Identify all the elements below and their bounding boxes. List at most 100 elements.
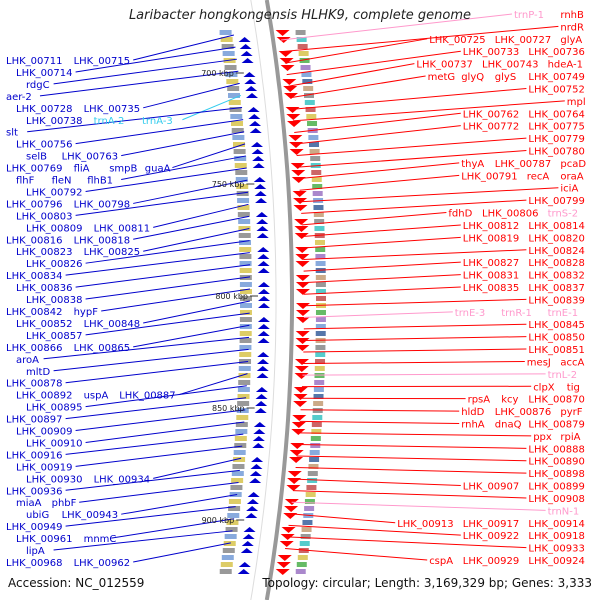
forward-gene-arrow [294,226,309,232]
category-block-left [237,394,250,399]
map-title: Laribacter hongkongensis HLHK9, complete… [128,8,472,23]
label-leader-line [75,119,244,145]
category-block-right [309,142,320,147]
reverse-gene-arrow [254,408,267,413]
label-leader-line [85,385,247,408]
gene-label: hypF [74,307,99,318]
label-leader-line [303,286,461,295]
gene-label: LHK_00735 [84,104,140,115]
label-leader-line [133,542,231,563]
category-block-right [315,331,326,336]
gene-label: pcaD [560,159,586,170]
category-block-left [239,289,252,294]
reverse-gene-arrow [257,317,270,322]
category-block-left [238,233,251,238]
forward-gene-arrow [279,541,294,547]
gene-label: metG [428,72,456,83]
category-block-left [235,422,248,427]
reverse-gene-arrow [256,226,269,231]
gene-label: nrdR [560,22,584,33]
reverse-gene-arrow [252,163,265,168]
scale-tick-label: 900 kbp [202,516,235,525]
category-block-left [231,121,244,126]
gene-label: LHK_00787 [495,159,551,170]
reverse-gene-arrow [256,373,269,378]
reverse-gene-arrow [253,422,266,427]
forward-gene-arrow [294,373,309,379]
category-block-left [225,527,238,532]
category-block-right [315,310,326,315]
category-block-left [235,429,248,434]
label-leader-line [182,95,242,121]
gene-label: LHK_00842 [6,307,62,318]
forward-gene-arrow [287,121,302,127]
category-block-right [306,485,317,490]
gene-label: fleN [52,176,72,187]
accession-text: Accession: NC_012559 [8,576,145,590]
label-leader-line [121,155,247,181]
label-leader-line [101,288,251,312]
label-leader-line [53,58,237,85]
gene-label: recA [527,171,550,182]
gene-label: LHK_00831 [463,271,519,282]
gene-label: LHK_00828 [528,258,584,269]
label-leader-line [75,445,243,467]
category-block-right [299,58,310,63]
category-block-left [239,352,252,357]
gene-label: LHK_00870 [528,395,584,406]
category-block-left [229,107,242,112]
category-block-right [311,177,322,182]
label-leader-line [292,100,565,122]
gene-label: flhF [16,176,35,187]
gene-label: LHK_00850 [528,333,584,344]
gene-label: LHK_00907 [463,482,519,493]
forward-gene-arrow [289,457,304,463]
forward-gene-arrow [292,191,307,197]
category-block-right [303,86,314,91]
reverse-gene-arrow [257,261,270,266]
gene-label: clpX [533,382,555,393]
leader-lines [27,13,565,563]
category-block-right [296,37,307,42]
reverse-gene-arrow [255,387,268,392]
category-block-left [238,219,251,224]
forward-gene-arrow [287,471,302,477]
category-block-right [313,205,324,210]
gene-label: hdeA-1 [548,60,583,71]
label-leader-line [85,167,247,192]
label-leader-line [303,311,453,318]
category-block-right [307,121,318,126]
category-block-right [315,261,326,266]
gene-label: LHK_00909 [16,427,72,438]
category-block-right [304,100,315,105]
category-block-left [237,401,250,406]
category-block-left [219,30,232,35]
forward-gene-arrow [282,79,297,85]
reverse-gene-arrow [252,443,265,448]
gene-label: rpsA [468,395,491,406]
label-leader-line [303,323,527,330]
gene-label: LHK_00711 [6,56,62,67]
category-block-left [227,513,240,518]
label-leader-line [285,547,428,561]
label-leader-line [65,252,250,276]
forward-gene-arrow [295,317,310,323]
label-leader-line [303,274,461,284]
category-block-right [295,569,306,574]
forward-gene-arrow [295,310,310,316]
category-block-left [234,436,247,441]
reverse-gene-arrow [256,219,269,224]
category-block-right [300,534,311,539]
gene-label: LHK_00918 [528,531,584,542]
forward-gene-arrow [285,107,300,113]
label-leader-line [284,38,428,64]
forward-gene-arrow [275,569,290,575]
label-leader-line [303,298,527,307]
reverse-gene-arrow [254,191,267,196]
gene-label: LHK_00725 [429,35,485,46]
category-block-left [239,261,252,266]
forward-gene-arrow [295,359,310,365]
gene-label: miaA [16,498,42,509]
reverse-gene-arrow [242,534,255,539]
